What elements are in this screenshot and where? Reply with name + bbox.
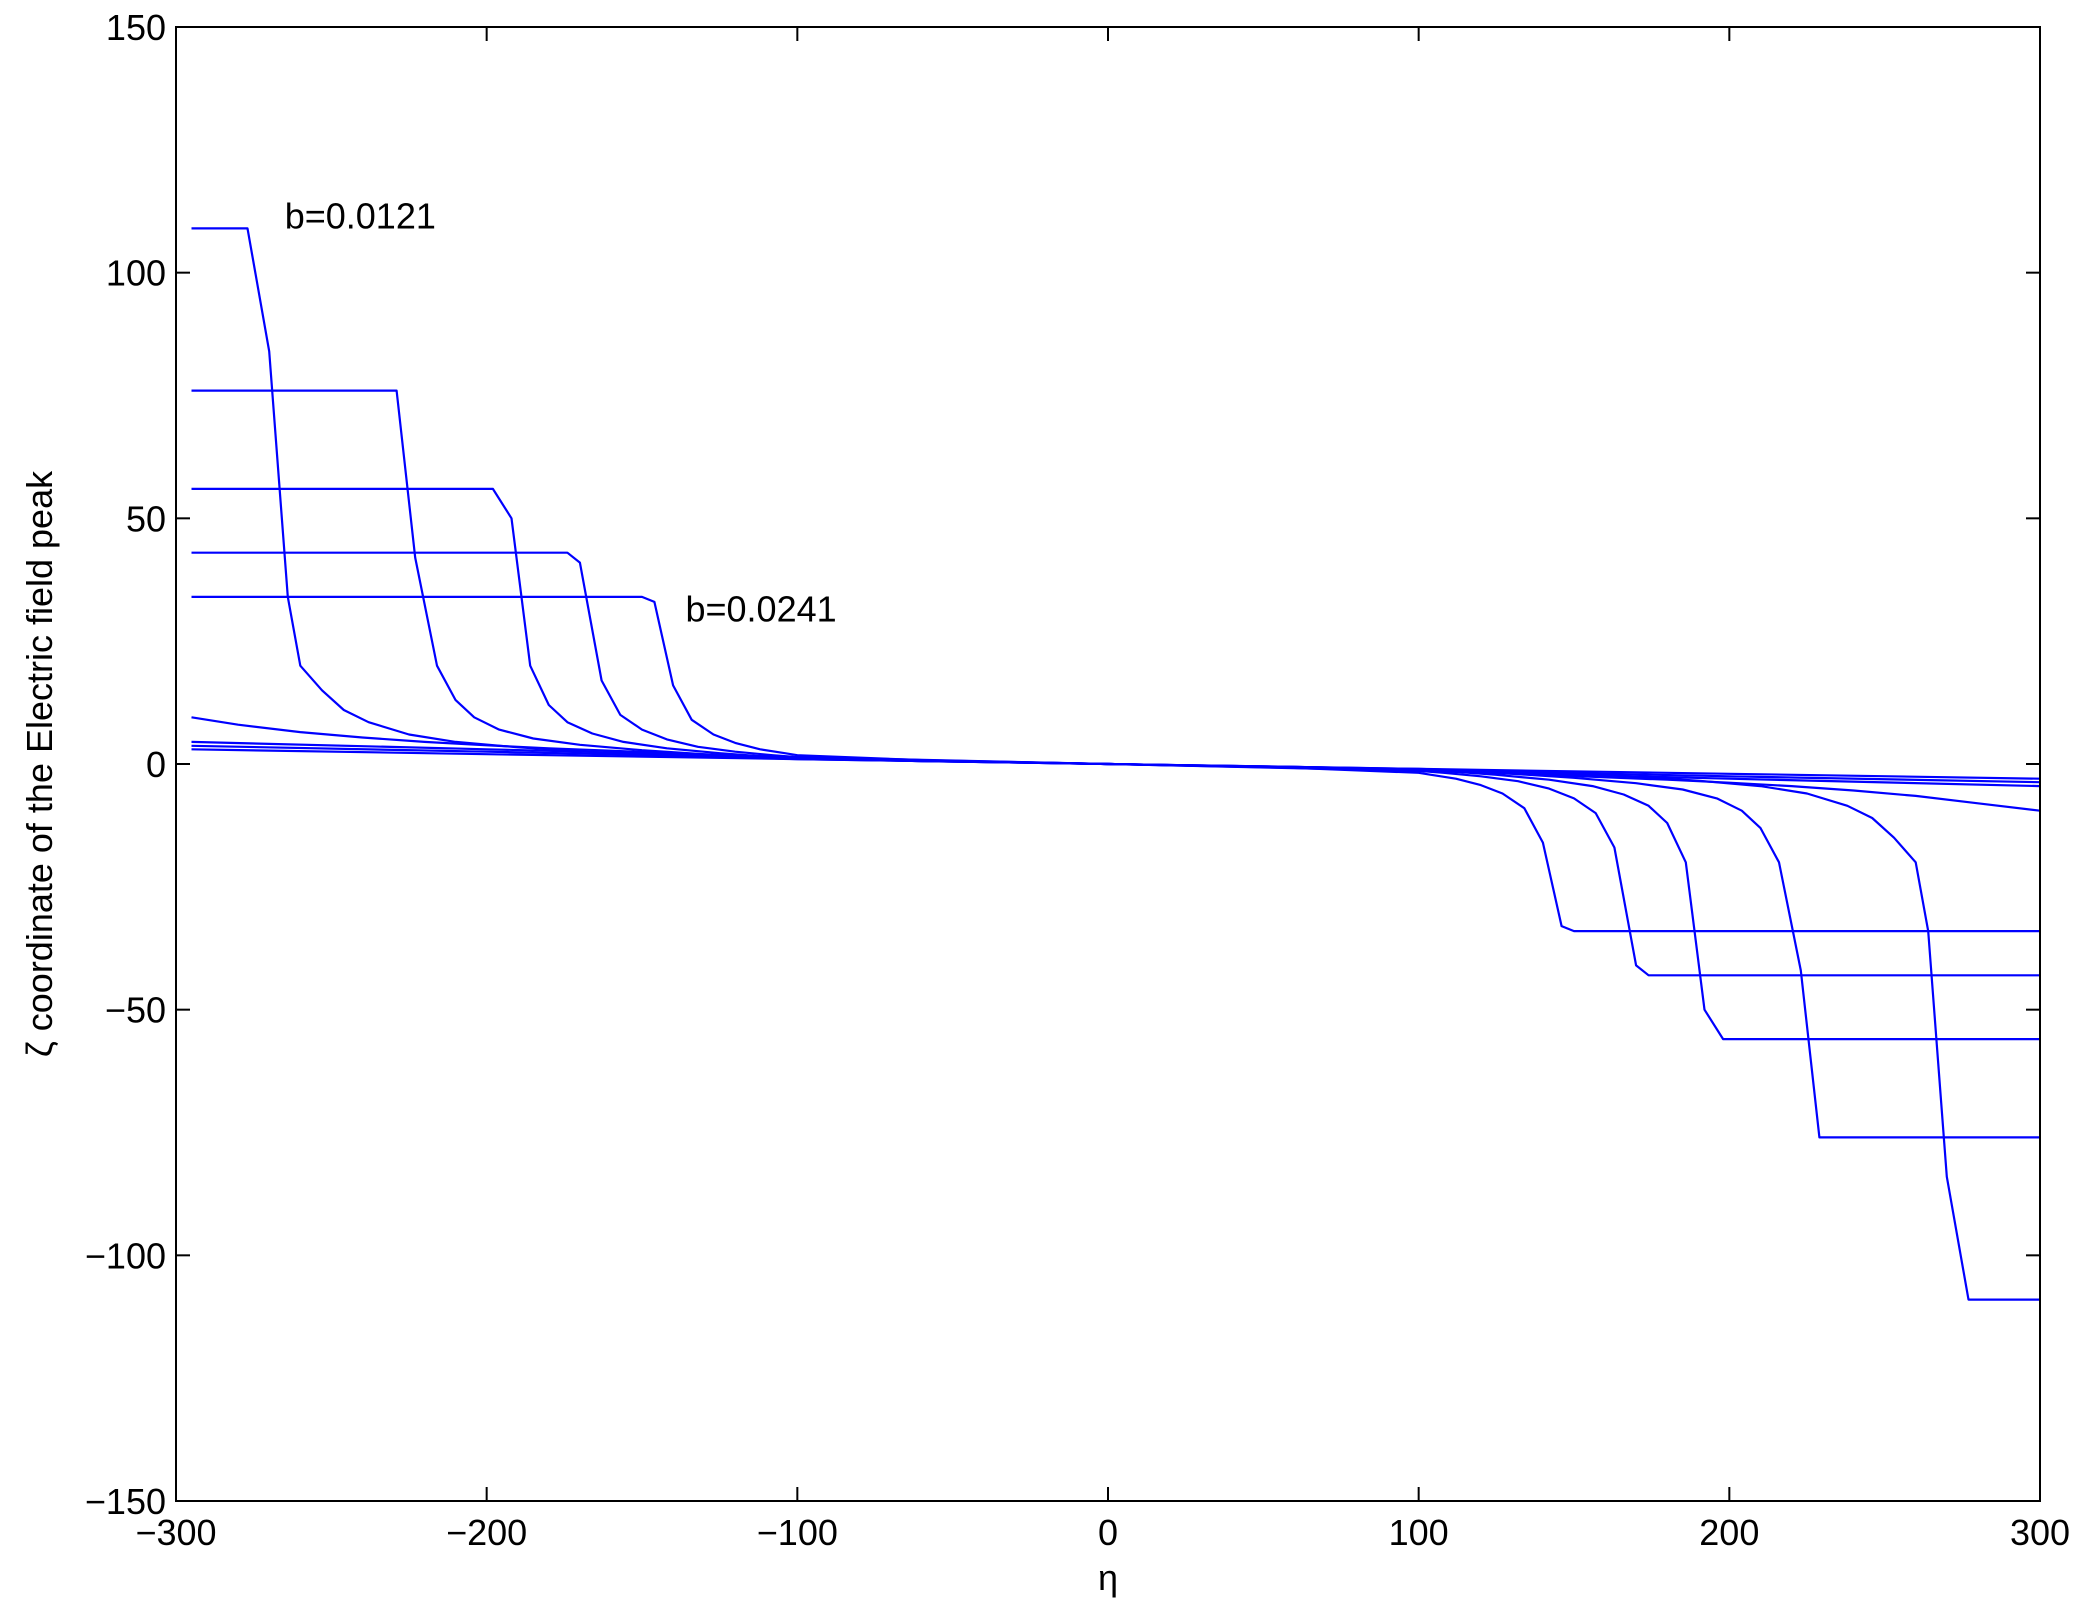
x-tick-label: 200 bbox=[1699, 1512, 1759, 1553]
series-layer bbox=[191, 227, 2041, 1301]
y-tick-label: −100 bbox=[85, 1235, 166, 1276]
y-tick-label: 50 bbox=[126, 498, 166, 539]
annotation-label: b=0.0241 bbox=[685, 589, 836, 630]
x-tick-label: −200 bbox=[446, 1512, 527, 1553]
y-axis-label: ζ coordinate of the Electric field peak bbox=[19, 470, 60, 1057]
annotations-layer: b=0.0121 b=0.0241 bbox=[285, 195, 837, 629]
y-tick-label: −150 bbox=[85, 1481, 166, 1522]
x-tick-label: 300 bbox=[2010, 1512, 2070, 1553]
y-tick-label: 100 bbox=[106, 253, 166, 294]
x-tick-label: 0 bbox=[1098, 1512, 1118, 1553]
y-tick-label: −50 bbox=[105, 990, 166, 1031]
x-tick-label: 100 bbox=[1389, 1512, 1449, 1553]
x-axis-label: η bbox=[1098, 1557, 1118, 1598]
series-line-9 bbox=[191, 748, 2041, 780]
x-tick-label: −100 bbox=[757, 1512, 838, 1553]
y-tick-label: 150 bbox=[106, 7, 166, 48]
x-tick-label: −300 bbox=[135, 1512, 216, 1553]
ticks-layer: −300 −200 −100 0 100 200 300 −150 −100 −50 0 50 100 1… bbox=[85, 7, 2070, 1553]
annotation-label: b=0.0121 bbox=[285, 195, 436, 236]
y-tick-label: 0 bbox=[146, 744, 166, 785]
